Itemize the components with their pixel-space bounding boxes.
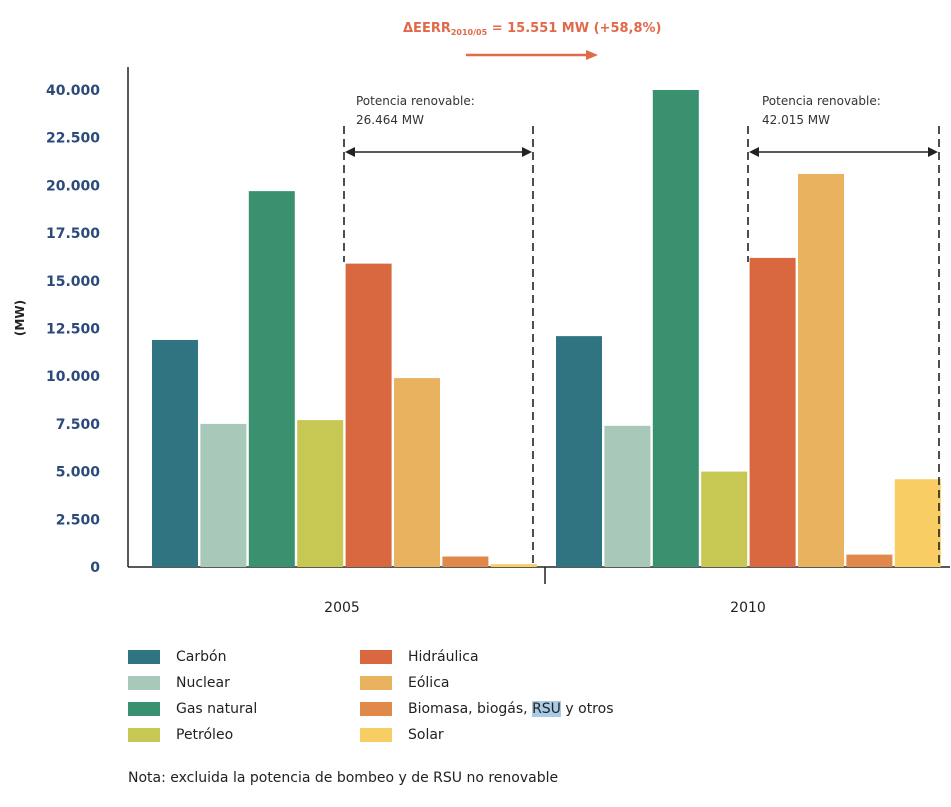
- legend-label: Gas natural: [176, 701, 258, 717]
- bar-2010-4: [749, 257, 796, 567]
- y-tick-label: 2.500: [56, 512, 101, 528]
- bar-2005-7: [490, 564, 537, 567]
- legend-label: Biomasa, biogás, RSU y otros: [408, 701, 614, 717]
- legend-label: Carbón: [176, 649, 227, 665]
- legend-label: Eólica: [408, 675, 450, 691]
- bar-2005-3: [297, 420, 344, 567]
- bar-2005-6: [442, 556, 489, 567]
- legend-swatch: [128, 676, 160, 690]
- bracket-arrowhead-left-2005: [345, 147, 355, 157]
- chart: 0 2.500 5.000 7.500 10.000 12.500 15.000 17.500…: [13, 21, 950, 616]
- legend-label: Petróleo: [176, 727, 234, 743]
- legend-item-gas-natural: Gas natural: [128, 698, 257, 720]
- category-label: 2005: [324, 600, 360, 616]
- bar-2005-2: [248, 191, 295, 567]
- legend-item-hidraulica: Hidráulica: [360, 646, 479, 668]
- delta-annotation: ΔEERR2010/05 = 15.551 MW (+58,8%): [403, 21, 662, 37]
- renewable-label-2005: Potencia renovable:: [356, 94, 475, 108]
- bars: [152, 90, 941, 567]
- category-label: 2010: [730, 600, 766, 616]
- y-tick-label: 40.000: [46, 83, 100, 99]
- legend-item-biomasa: Biomasa, biogás, RSU y otros: [360, 698, 614, 720]
- bar-2010-5: [798, 173, 844, 567]
- y-axis-label: (MW): [13, 300, 27, 336]
- delta-arrow-head: [586, 50, 598, 60]
- bracket-arrowhead-right-2005: [522, 147, 532, 157]
- y-tick-label: 15.000: [46, 274, 100, 290]
- legend-swatch: [360, 728, 392, 742]
- y-tick-label: 20.000: [46, 178, 100, 194]
- legend-swatch: [360, 702, 392, 716]
- bar-2010-6: [846, 554, 893, 567]
- y-tick-label: 0: [90, 560, 100, 576]
- annotations: ΔEERR2010/05 = 15.551 MW (+58,8%) Potenci…: [343, 21, 940, 567]
- legend-item-eolica: Eólica: [360, 672, 449, 694]
- y-tick-label: 22.500: [46, 131, 100, 147]
- bar-2005-1: [200, 423, 247, 567]
- legend-swatch: [128, 650, 160, 664]
- renewable-label-2010: Potencia renovable:: [762, 94, 881, 108]
- bracket-arrowhead-right-2010: [928, 147, 938, 157]
- legend-label-part: Biomasa, biogás,: [408, 701, 533, 717]
- y-tick-label: 10.000: [46, 369, 100, 385]
- bar-2010-3: [701, 471, 748, 567]
- legend-label-highlight: RSU: [532, 701, 561, 717]
- legend-swatch: [360, 650, 392, 664]
- y-tick-labels: 0 2.500 5.000 7.500 10.000 12.500 15.000 17.500…: [46, 83, 100, 576]
- legend-item-nuclear: Nuclear: [128, 672, 230, 694]
- legend-label: Hidráulica: [408, 649, 479, 665]
- legend-swatch: [128, 702, 160, 716]
- bar-2010-7: [894, 479, 941, 567]
- footnote: Nota: excluida la potencia de bombeo y d…: [128, 770, 559, 786]
- legend-item-petroleo: Petróleo: [128, 724, 233, 746]
- legend-item-solar: Solar: [360, 724, 444, 746]
- y-tick-label: 17.500: [46, 226, 100, 242]
- y-tick-label: 5.000: [56, 465, 101, 481]
- legend-swatch: [360, 676, 392, 690]
- legend-item-carbon: Carbón: [128, 646, 226, 668]
- bar-2005-4: [345, 263, 392, 567]
- bar-2010-0: [556, 336, 602, 567]
- renewable-value-2005: 26.464 MW: [356, 113, 424, 127]
- bracket-arrowhead-left-2010: [749, 147, 759, 157]
- legend-swatch: [128, 728, 160, 742]
- bar-2005-5: [394, 378, 440, 567]
- bar-2005-0: [152, 339, 198, 567]
- legend-label-part: y otros: [560, 701, 614, 717]
- bar-2010-2: [652, 90, 699, 567]
- legend-label: Solar: [408, 727, 444, 743]
- y-tick-label: 12.500: [46, 322, 100, 338]
- bar-2010-1: [604, 425, 651, 567]
- y-tick-label: 7.500: [56, 417, 101, 433]
- renewable-value-2010: 42.015 MW: [762, 113, 830, 127]
- category-labels: 2005 2010: [324, 600, 766, 616]
- legend-label: Nuclear: [176, 675, 230, 691]
